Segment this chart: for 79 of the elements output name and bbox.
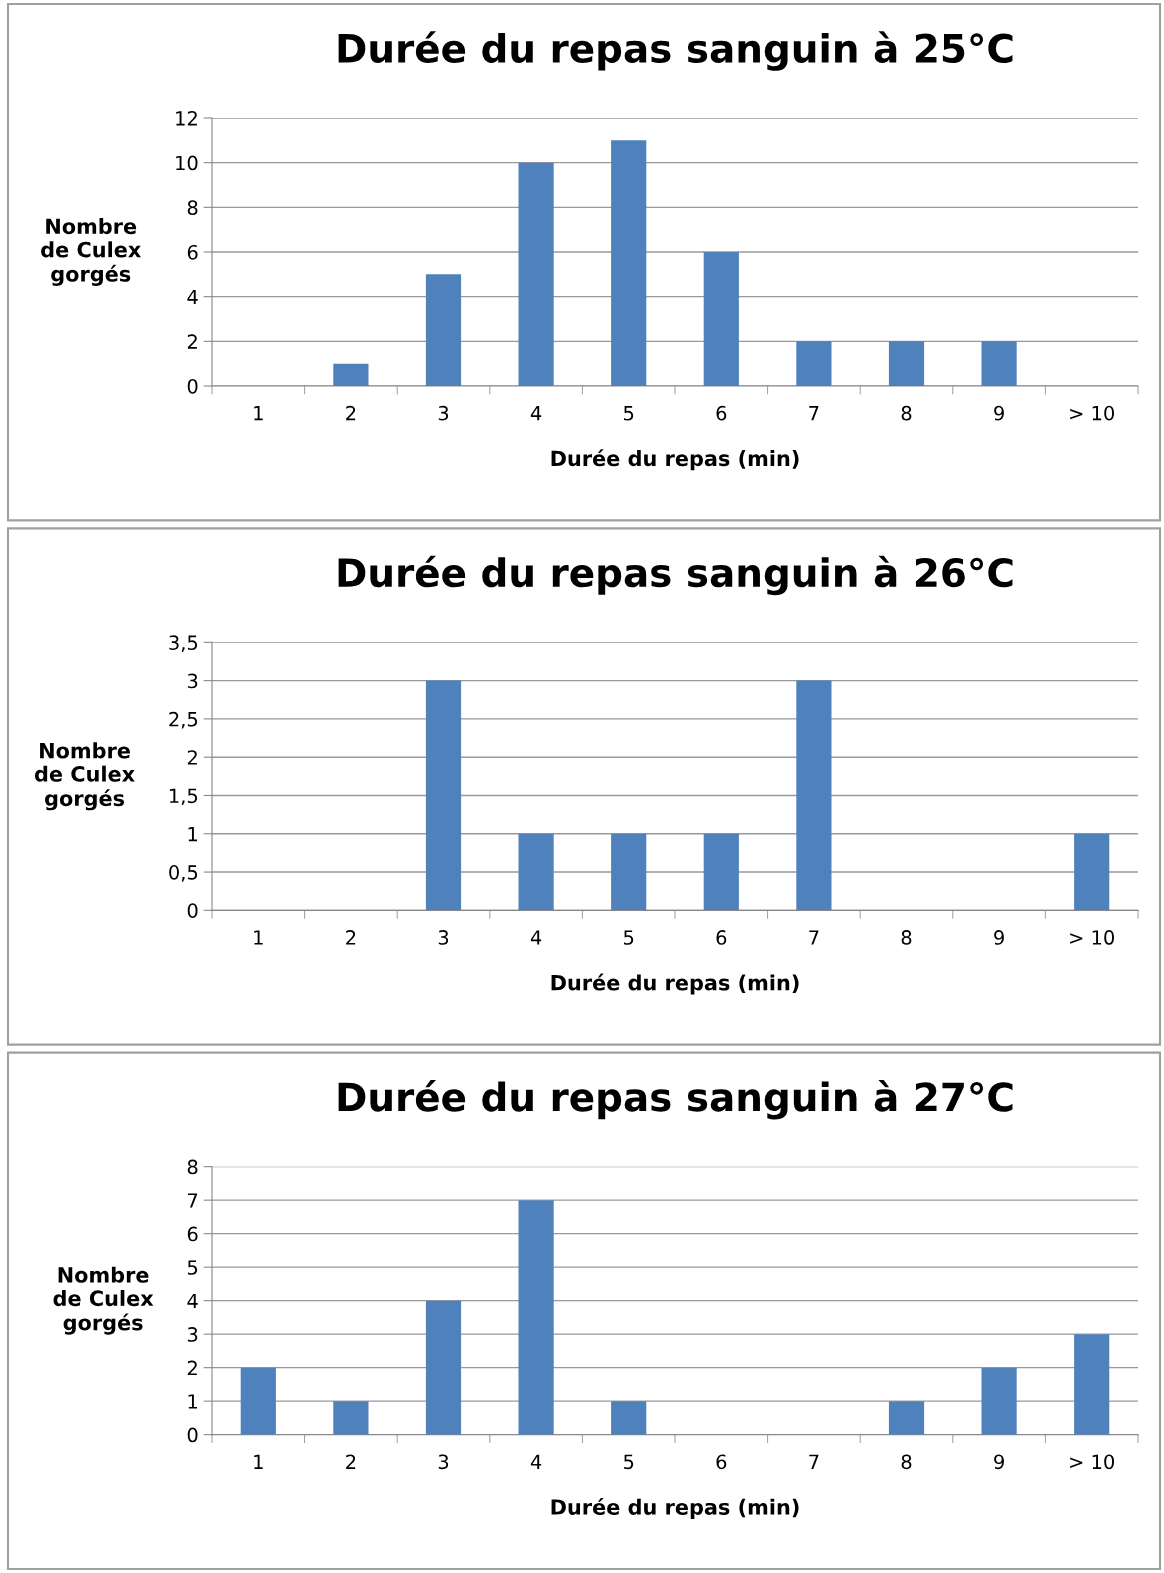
x-tick-label: 7: [809, 1454, 819, 1469]
bar: [611, 140, 647, 386]
y-tick-label: 0: [187, 1427, 198, 1443]
y-tick-label: 2,5: [169, 711, 198, 729]
bar: [333, 1401, 369, 1435]
x-tick-label: 2: [346, 405, 356, 421]
y-tick-label: 5: [187, 1260, 198, 1275]
y-tick-label: 3: [187, 673, 198, 689]
chart-title: Durée du repas sanguin à 26°C: [338, 555, 1013, 596]
y-tick-label: 8: [187, 1159, 198, 1175]
x-tick-label: 3: [438, 930, 449, 945]
y-tick-label: 0,5: [169, 865, 198, 882]
y-tick-label: 1: [188, 826, 198, 842]
x-tick-label: 9: [994, 1454, 1004, 1470]
bar: [611, 1401, 647, 1435]
x-tick-label: 1: [254, 406, 263, 421]
bar: [703, 252, 739, 386]
y-axis-title: Nombre de Culex gorgés: [34, 742, 135, 811]
y-axis-title: Nombre de Culex gorgés: [41, 218, 141, 286]
y-tick-label: 2: [187, 1360, 197, 1376]
x-tick-label: 4: [530, 930, 542, 945]
x-tick-label: > 10: [1070, 930, 1115, 945]
x-tick-label: 4: [530, 406, 542, 421]
x-tick-label: > 10: [1070, 1454, 1115, 1470]
x-tick-label: > 10: [1070, 405, 1115, 421]
x-tick-label: 8: [901, 930, 912, 945]
bar: [888, 1401, 925, 1435]
x-tick-label: 6: [716, 930, 727, 945]
x-tick-label: 2: [346, 1454, 356, 1469]
x-tick-label: 5: [624, 930, 634, 945]
y-tick-label: 4: [187, 1293, 198, 1309]
x-tick-label: 6: [716, 1454, 727, 1470]
bar: [981, 341, 1017, 386]
y-tick-label: 10: [176, 155, 198, 171]
bar: [333, 363, 369, 386]
x-axis-title: Durée du repas (min): [551, 973, 799, 995]
bar: [888, 341, 925, 386]
x-tick-label: 9: [994, 930, 1004, 945]
bar: [425, 1300, 462, 1435]
y-tick-label: 0: [187, 903, 198, 918]
y-tick-label: 3: [187, 1327, 198, 1342]
x-tick-label: 6: [716, 405, 727, 421]
bar: [425, 274, 462, 386]
y-tick-label: 6: [187, 1226, 198, 1242]
x-axis-title: Durée du repas (min): [551, 449, 799, 471]
x-tick-label: 7: [809, 406, 819, 421]
x-tick-label: 4: [530, 1454, 542, 1469]
y-tick-label: 0: [187, 378, 198, 394]
bar: [240, 1367, 276, 1435]
x-tick-label: 1: [254, 930, 263, 945]
bar: [981, 1367, 1017, 1435]
y-tick-label: 1: [188, 1394, 198, 1409]
y-tick-label: 8: [187, 200, 198, 215]
chart-title: Durée du repas sanguin à 25°C: [338, 31, 1013, 71]
x-tick-label: 3: [438, 1454, 449, 1470]
y-tick-label: 6: [187, 244, 198, 260]
y-tick-label: 12: [176, 110, 197, 126]
y-tick-label: 3,5: [169, 635, 198, 652]
x-tick-label: 8: [901, 1454, 912, 1470]
x-tick-label: 8: [901, 405, 912, 421]
bar: [518, 1200, 554, 1435]
x-tick-label: 5: [624, 1454, 634, 1470]
y-axis-title: Nombre de Culex gorgés: [53, 1266, 154, 1335]
bar: [518, 162, 554, 386]
x-tick-label: 9: [994, 405, 1004, 421]
x-tick-label: 5: [624, 406, 634, 421]
x-tick-label: 1: [254, 1454, 263, 1469]
x-axis-title: Durée du repas (min): [551, 1497, 799, 1519]
y-tick-label: 4: [187, 289, 198, 305]
y-tick-label: 2: [187, 750, 197, 765]
y-tick-label: 2: [187, 334, 197, 349]
x-tick-label: 3: [438, 405, 449, 421]
chart-title: Durée du repas sanguin à 27°C: [338, 1080, 1013, 1120]
bar: [796, 341, 832, 386]
x-tick-label: 2: [346, 930, 356, 945]
y-tick-label: 7: [188, 1193, 198, 1208]
x-tick-label: 7: [809, 930, 819, 945]
bar: [1074, 1334, 1110, 1435]
y-tick-label: 1,5: [170, 788, 198, 806]
